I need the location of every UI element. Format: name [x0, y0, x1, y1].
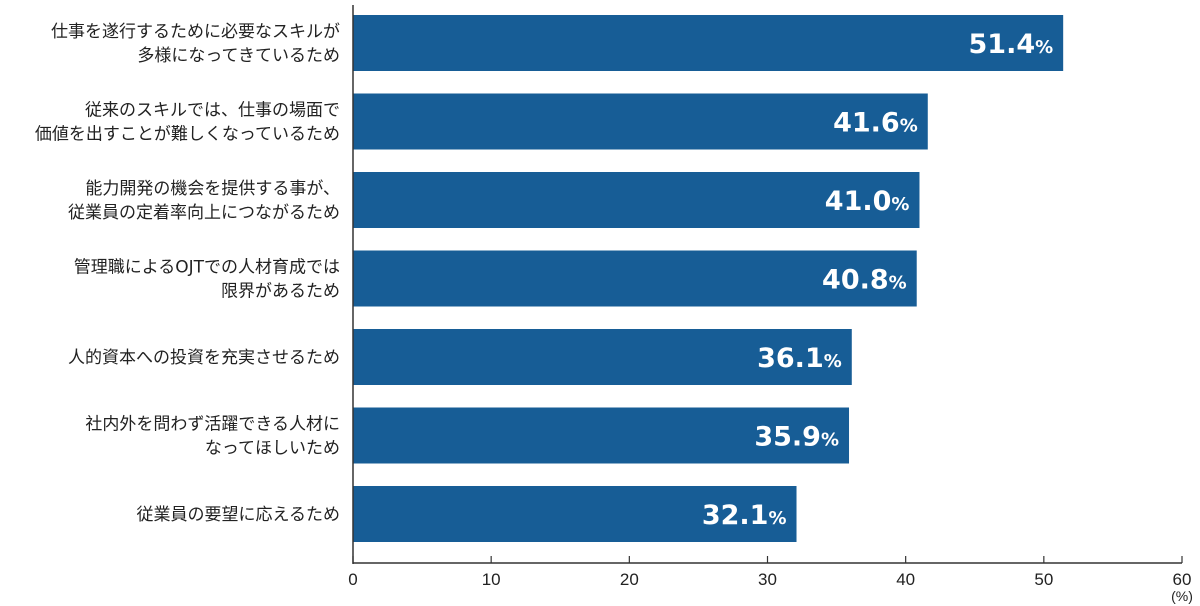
category-label-2-line-1: 従来のスキルでは、仕事の場面で	[85, 101, 340, 121]
percent-sign: %	[821, 430, 839, 451]
percent-sign: %	[1035, 37, 1053, 58]
x-tick-label-60: 60	[1173, 570, 1192, 589]
percent-sign: %	[768, 508, 786, 529]
bar-2	[353, 93, 928, 150]
category-label-6-line-2: なってほしいため	[205, 439, 340, 459]
x-tick-label-20: 20	[620, 570, 639, 589]
bar-3	[353, 172, 920, 228]
bar-6	[353, 407, 850, 464]
x-tick-label-30: 30	[758, 570, 777, 589]
category-label-5-line-1: 人的資本への投資を充実させるため	[68, 348, 340, 368]
category-label-3-line-2: 従業員の定着率向上につながるため	[68, 203, 340, 223]
percent-sign: %	[900, 116, 918, 137]
x-tick-label-50: 50	[1034, 570, 1053, 589]
x-tick-label-0: 0	[348, 570, 357, 589]
category-label-3-line-1: 能力開発の機会を提供する事が、	[85, 179, 340, 199]
category-label-4-line-2: 限界があるため	[221, 282, 340, 302]
x-tick-label-10: 10	[482, 570, 501, 589]
bar-4	[353, 250, 917, 307]
category-label-7-line-1: 従業員の要望に応えるため	[137, 505, 341, 525]
percent-sign: %	[891, 194, 909, 215]
category-label-1-line-2: 多様になってきているため	[137, 46, 340, 66]
x-axis-unit-label: (%)	[1171, 588, 1193, 604]
category-label-4-line-1: 管理職によるOJTでの人材育成では	[74, 258, 340, 278]
bar-1	[353, 15, 1064, 71]
category-label-2-line-2: 価値を出すことが難しくなっているため	[35, 125, 340, 145]
percent-sign: %	[889, 273, 907, 294]
percent-sign: %	[824, 351, 842, 372]
category-label-6-line-1: 社内外を問わず活躍できる人材に	[85, 415, 340, 435]
bar-5	[353, 329, 852, 385]
bar-7	[353, 486, 797, 542]
x-tick-label-40: 40	[896, 570, 915, 589]
category-label-1-line-1: 仕事を遂行するために必要なスキルが	[51, 22, 340, 42]
